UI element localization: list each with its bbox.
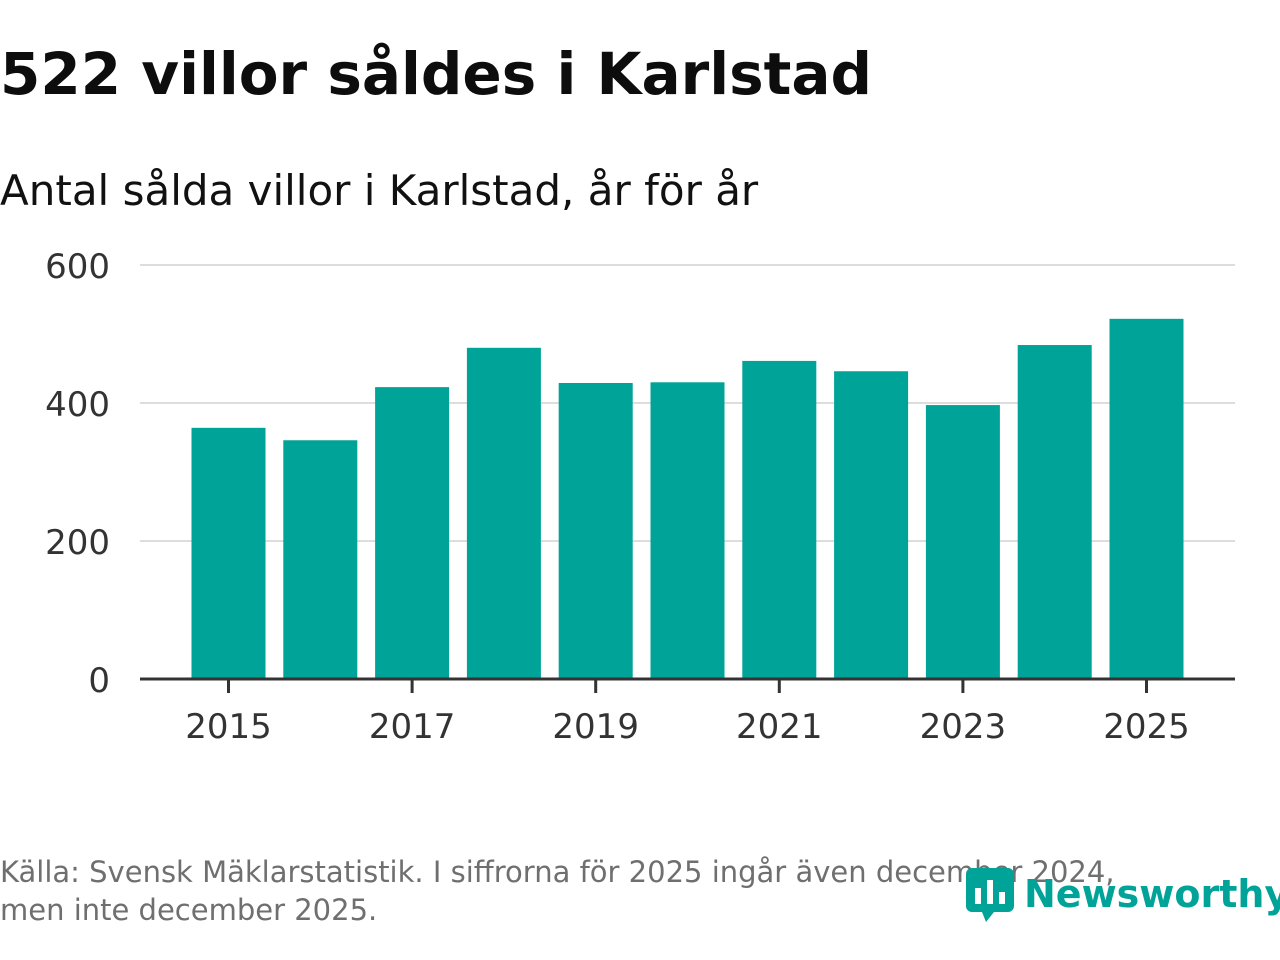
bar-2025 — [1109, 318, 1184, 679]
bar-2023 — [925, 405, 1000, 679]
bar-2021 — [742, 360, 817, 679]
y-tick-label: 200 — [45, 523, 110, 563]
x-tick-label: 2019 — [552, 707, 639, 747]
bar-2015 — [191, 427, 266, 679]
newsworthy-logo: Newsworthy — [964, 864, 1280, 924]
bars — [191, 318, 1184, 679]
x-tick-label: 2023 — [920, 707, 1007, 747]
y-tick-label: 600 — [45, 247, 110, 287]
bar-2019 — [558, 382, 633, 679]
source-note-line-2: men inte december 2025. — [0, 893, 378, 927]
source-note: Källa: Svensk Mäklarstatistik. I siffror… — [0, 853, 1210, 929]
x-tick-label: 2021 — [736, 707, 823, 747]
y-tick-label: 0 — [88, 661, 110, 701]
logo-text: Newsworthy — [1024, 872, 1280, 916]
bar-2020 — [650, 382, 725, 679]
x-tick-label: 2025 — [1103, 707, 1190, 747]
bar-2016 — [283, 440, 358, 679]
bar-2018 — [466, 347, 541, 679]
chart-subtitle: Antal sålda villor i Karlstad, år för år — [0, 166, 759, 215]
x-tick-label: 2015 — [185, 707, 272, 747]
bar-2017 — [375, 387, 450, 679]
source-note-line-1: Källa: Svensk Mäklarstatistik. I siffror… — [0, 855, 1115, 889]
bar-2024 — [1017, 345, 1092, 679]
chart-title: 522 villor såldes i Karlstad — [0, 40, 873, 108]
x-tick-label: 2017 — [369, 707, 456, 747]
newsworthy-logo-icon — [966, 868, 1014, 922]
bar-2022 — [834, 371, 909, 679]
axes: 0 200 400 600 2015 2017 2019 2021 2023 2025 — [45, 247, 1235, 747]
y-tick-label: 400 — [45, 385, 110, 425]
